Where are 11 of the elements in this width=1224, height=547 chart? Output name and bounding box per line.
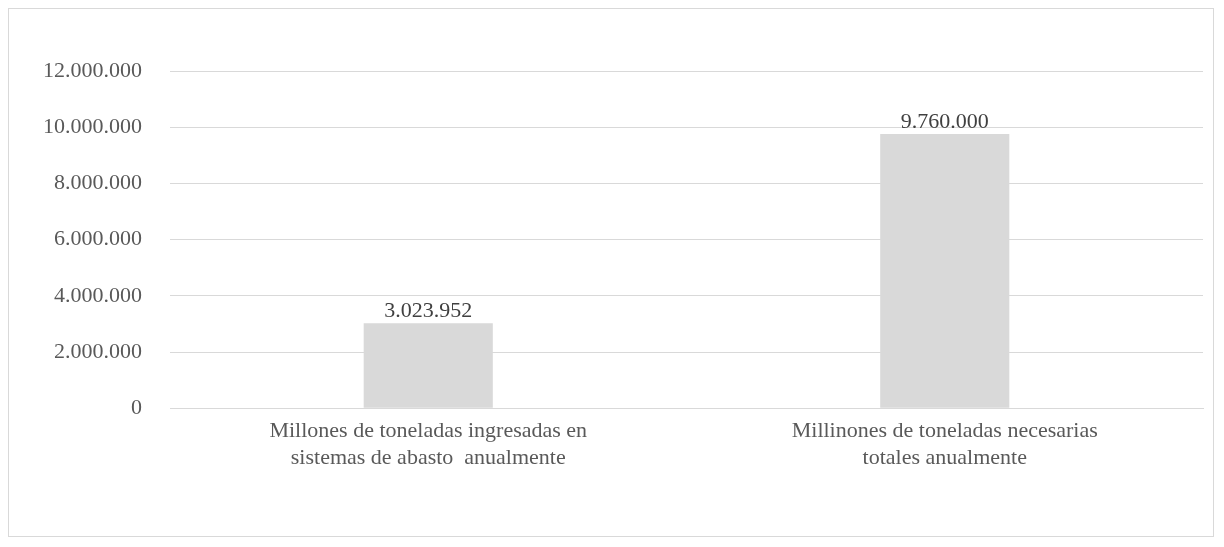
x-tick-label: Millinones de toneladas necesarias totales anualmente (791, 417, 1098, 469)
x-tick-label: Millones de toneladas ingresadas en sistemas de abasto anualmente (269, 417, 588, 469)
y-tick-label: 2.000.000 (54, 337, 142, 363)
y-tick-label: 12.000.000 (43, 56, 142, 82)
y-tick-label: 4.000.000 (54, 281, 142, 307)
data-label: 3.023.952 (384, 297, 473, 323)
y-tick-label: 0 (131, 393, 142, 419)
y-tick-label: 10.000.000 (43, 112, 142, 138)
y-tick-label: 6.000.000 (54, 225, 142, 251)
data-label: 9.760.000 (900, 107, 989, 133)
y-tick-label: 8.000.000 (54, 169, 142, 195)
